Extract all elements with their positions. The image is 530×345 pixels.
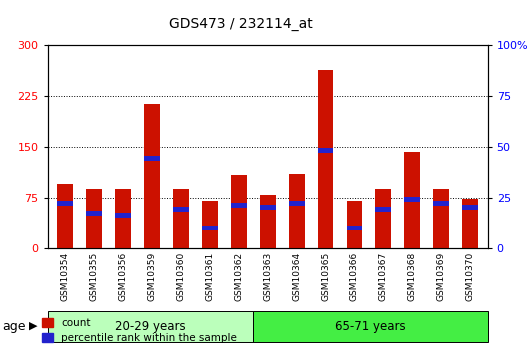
Text: GSM10362: GSM10362 bbox=[234, 252, 243, 300]
Text: GDS473 / 232114_at: GDS473 / 232114_at bbox=[169, 17, 313, 31]
Bar bbox=[317, 148, 333, 153]
Text: GSM10361: GSM10361 bbox=[205, 252, 214, 301]
Bar bbox=[202, 226, 218, 230]
Bar bbox=[404, 152, 420, 248]
Bar bbox=[48, 310, 253, 342]
Bar bbox=[231, 175, 246, 248]
Bar bbox=[317, 70, 333, 248]
Bar bbox=[260, 205, 276, 210]
Text: GSM10354: GSM10354 bbox=[60, 252, 69, 300]
Bar bbox=[86, 211, 102, 216]
Text: GSM10366: GSM10366 bbox=[350, 252, 359, 301]
Bar bbox=[144, 104, 160, 248]
Bar bbox=[375, 189, 391, 248]
Bar bbox=[289, 201, 305, 206]
Bar bbox=[347, 201, 363, 248]
Bar bbox=[253, 310, 488, 342]
Bar bbox=[231, 203, 246, 208]
Text: 65-71 years: 65-71 years bbox=[335, 319, 405, 333]
Text: GSM10364: GSM10364 bbox=[292, 252, 301, 300]
Text: GSM10367: GSM10367 bbox=[379, 252, 388, 301]
Bar bbox=[115, 189, 131, 248]
Bar bbox=[115, 214, 131, 218]
Bar bbox=[202, 201, 218, 248]
Text: age: age bbox=[3, 319, 26, 333]
Bar bbox=[434, 189, 449, 248]
Text: ▶: ▶ bbox=[29, 321, 38, 331]
Bar bbox=[404, 197, 420, 202]
Bar bbox=[57, 201, 73, 206]
Text: GSM10369: GSM10369 bbox=[437, 252, 446, 301]
Bar bbox=[86, 189, 102, 248]
Legend: count, percentile rank within the sample: count, percentile rank within the sample bbox=[42, 318, 237, 343]
Bar bbox=[375, 207, 391, 212]
Bar bbox=[347, 226, 363, 230]
Text: GSM10359: GSM10359 bbox=[147, 252, 156, 301]
Bar bbox=[173, 207, 189, 212]
Text: GSM10370: GSM10370 bbox=[466, 252, 475, 301]
Bar bbox=[462, 199, 478, 248]
Text: GSM10368: GSM10368 bbox=[408, 252, 417, 301]
Text: 20-29 years: 20-29 years bbox=[115, 319, 186, 333]
Bar bbox=[144, 157, 160, 161]
Bar bbox=[289, 174, 305, 248]
Text: GSM10363: GSM10363 bbox=[263, 252, 272, 301]
Text: GSM10360: GSM10360 bbox=[176, 252, 186, 301]
Bar bbox=[173, 189, 189, 248]
Text: GSM10355: GSM10355 bbox=[90, 252, 99, 301]
Text: GSM10365: GSM10365 bbox=[321, 252, 330, 301]
Bar bbox=[57, 184, 73, 248]
Bar bbox=[434, 201, 449, 206]
Bar bbox=[462, 205, 478, 210]
Bar bbox=[260, 196, 276, 248]
Text: GSM10356: GSM10356 bbox=[118, 252, 127, 301]
